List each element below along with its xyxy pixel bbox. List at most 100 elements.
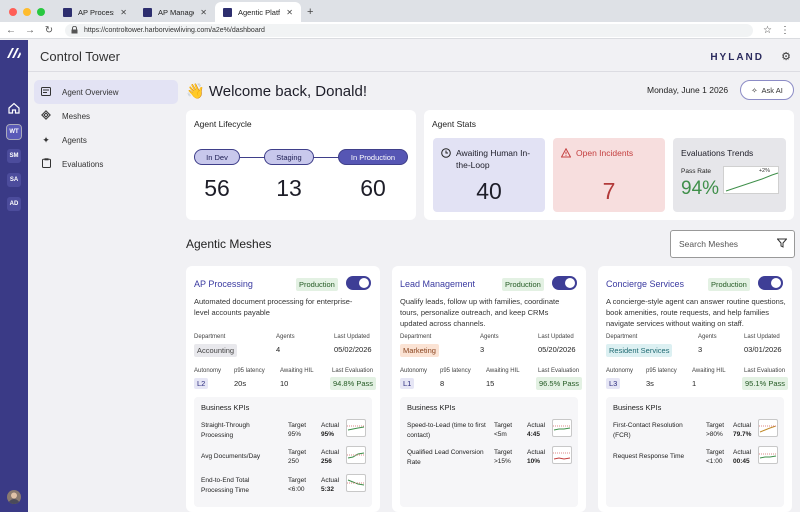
search-placeholder: Search Meshes (679, 239, 739, 249)
minimize-window-button[interactable] (23, 8, 31, 16)
mesh-title[interactable]: AP Processing (194, 279, 253, 289)
department-tag: Accounting (194, 344, 238, 357)
kpi-sparkline (758, 419, 778, 437)
new-tab-icon[interactable]: + (307, 6, 314, 18)
sparkle-icon: ✧ (751, 85, 758, 95)
section-title-meshes: Agentic Meshes (186, 237, 272, 251)
agents-label: Agents (698, 334, 717, 340)
search-meshes-input[interactable]: Search Meshes (670, 230, 795, 258)
kpis-heading: Business KPIs (613, 403, 662, 412)
last-updated-value: 05/02/2026 (334, 345, 372, 354)
kpi-actual-label: Actual (321, 422, 340, 429)
stat-label: Open Incidents (576, 148, 634, 158)
mesh-description: Automated document processing for enterp… (194, 297, 353, 317)
maximize-window-button[interactable] (37, 8, 45, 16)
stage-staging[interactable]: Staging (264, 149, 314, 165)
awaiting-hil-tile[interactable]: Awaiting Human In-the-Loop 40 (433, 138, 545, 212)
close-tab-icon[interactable]: ✕ (286, 7, 293, 17)
ask-ai-label: Ask AI (761, 85, 783, 95)
filter-icon[interactable] (776, 238, 788, 251)
meshes-icon (41, 110, 51, 122)
awaiting-hil-label: Awaiting HIL (486, 368, 520, 374)
last-updated-value: 03/01/2026 (744, 345, 782, 354)
agents-label: Agents (276, 334, 295, 340)
sidebar-item-agents[interactable]: ✦ Agents (34, 128, 178, 152)
kpi-target-label: Target (494, 422, 513, 429)
mesh-description: A concierge-style agent can answer routi… (606, 297, 786, 328)
autonomy-label: Autonomy (400, 368, 428, 374)
kpi-target: <1:00 (706, 458, 723, 465)
sidebar-item-label: Evaluations (62, 159, 104, 169)
browser-tab[interactable]: AP Manager ✕ (135, 2, 215, 22)
stat-header: Open Incidents (561, 147, 633, 159)
close-window-button[interactable] (9, 8, 17, 16)
sidebar-item-agent-overview[interactable]: Agent Overview (34, 80, 178, 104)
stage-in-production[interactable]: In Production (338, 149, 408, 165)
department-label: Department (400, 334, 432, 340)
welcome-text: Welcome back, Donald! (208, 83, 367, 100)
sidebar-item-label: Meshes (62, 111, 91, 121)
kpi-name: Straight-Through Processing (201, 422, 250, 439)
lifecycle-connector (313, 157, 339, 158)
browser-tab[interactable]: AP Processing ✕ (55, 2, 135, 22)
site-favicon-icon (143, 7, 152, 17)
kpi-target-label: Target (288, 477, 307, 484)
mesh-card-ap-processing[interactable]: AP Processing Production Automated docum… (186, 266, 380, 512)
lock-icon (71, 26, 78, 34)
mesh-title[interactable]: Lead Management (400, 279, 476, 289)
lifecycle-connector (240, 157, 266, 158)
latency-value: 3s (646, 379, 654, 388)
back-icon[interactable]: ← (6, 24, 16, 36)
kpi-target: <6:00 (288, 486, 305, 493)
close-tab-icon[interactable]: ✕ (200, 7, 207, 17)
site-favicon-icon (63, 7, 72, 17)
close-tab-icon[interactable]: ✕ (120, 7, 127, 17)
reload-icon[interactable]: ↻ (44, 24, 54, 36)
kpi-target-label: Target (706, 449, 725, 456)
rail-item-sm[interactable]: SM (7, 149, 21, 163)
app-logo-icon[interactable] (6, 47, 22, 59)
window-controls (0, 8, 55, 22)
rail-item-wt[interactable]: WT (6, 124, 22, 140)
address-bar[interactable]: https://controltower.harborviewliving.co… (65, 23, 754, 37)
open-incidents-tile[interactable]: Open Incidents 7 (553, 138, 665, 212)
kpi-name: Request Response Time (613, 453, 685, 460)
sidebar-item-meshes[interactable]: Meshes (34, 104, 178, 128)
rail-item-sa[interactable]: SA (7, 173, 21, 187)
user-avatar[interactable] (7, 490, 21, 504)
evaluations-trends-tile[interactable]: Evaluations Trends Pass Rate 94% +2% (673, 138, 786, 212)
awaiting-hil-value: 1 (692, 379, 697, 388)
gear-icon[interactable]: ⚙ (781, 51, 791, 63)
kpi-target: 250 (288, 458, 299, 465)
current-date: Monday, June 1 2026 (647, 85, 729, 95)
bookmark-star-icon[interactable]: ☆ (763, 24, 772, 36)
browser-toolbar: ← → ↻ https://controltower.harborviewliv… (0, 22, 800, 39)
mesh-toggle[interactable] (758, 276, 783, 290)
browser-menu-icon[interactable]: ⋮ (780, 24, 790, 36)
mesh-card-lead-management[interactable]: Lead Management Production Qualify leads… (392, 266, 586, 512)
ask-ai-button[interactable]: ✧ Ask AI (740, 80, 794, 100)
mesh-toggle[interactable] (552, 276, 577, 290)
card-title: Agent Lifecycle (194, 119, 252, 129)
browser-tab-label: AP Manager (158, 7, 194, 17)
mesh-title[interactable]: Concierge Services (606, 279, 685, 289)
sidebar-item-evaluations[interactable]: Evaluations (34, 152, 178, 176)
last-updated-label: Last Updated (538, 334, 574, 340)
url-text: https://controltower.harborviewliving.co… (84, 26, 265, 34)
status-badge: Production (502, 278, 544, 291)
trend-sparkline: +2% (723, 166, 779, 194)
home-icon[interactable] (8, 102, 20, 114)
kpi-target-label: Target (288, 449, 307, 456)
rail-item-ad[interactable]: AD (7, 197, 21, 211)
mesh-toggle[interactable] (346, 276, 371, 290)
autonomy-tag: L2 (194, 378, 209, 389)
mesh-card-concierge-services[interactable]: Concierge Services Production A concierg… (598, 266, 792, 512)
in-dev-count: 56 (204, 175, 230, 201)
kpi-name: Qualified Lead Conversion Rate (407, 449, 484, 466)
browser-tab-active[interactable]: Agentic Platform ✕ (215, 2, 301, 22)
kpi-target-label: Target (288, 422, 307, 429)
forward-icon[interactable]: → (25, 24, 35, 36)
latency-label: p95 latency (440, 368, 471, 374)
clock-icon (441, 148, 451, 158)
stage-in-dev[interactable]: In Dev (194, 149, 240, 165)
